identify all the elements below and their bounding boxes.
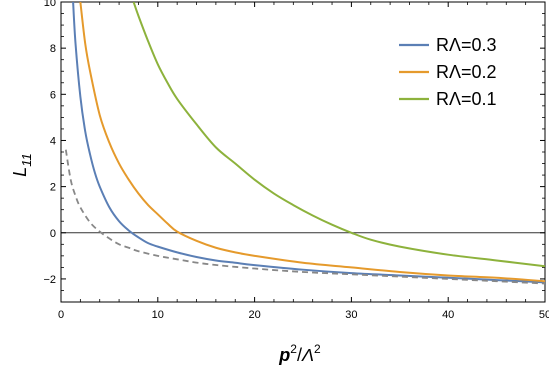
y-tick-label: −2	[43, 274, 56, 286]
x-axis-title-base: p	[278, 345, 290, 365]
x-tick-label: 50	[539, 309, 549, 321]
legend: RΛ=0.3 RΛ=0.2 RΛ=0.1	[399, 35, 497, 109]
series-line-0	[72, 2, 545, 284]
limit-curve-dashed	[64, 149, 545, 285]
x-tick-label: 20	[248, 309, 260, 321]
x-tick-label: 40	[442, 309, 454, 321]
y-axis-title-subscript: 11	[19, 153, 34, 167]
y-tick-label: 10	[44, 0, 56, 9]
series-line-2	[132, 2, 545, 268]
x-tick-label: 30	[345, 309, 357, 321]
x-tick-label: 10	[152, 309, 164, 321]
legend-label-1: RΛ=0.2	[436, 62, 497, 82]
legend-label-0: RΛ=0.3	[436, 35, 497, 55]
y-tick-label: 4	[50, 135, 56, 147]
legend-label-2: RΛ=0.1	[436, 89, 497, 109]
series-line-1	[79, 2, 545, 283]
x-axis-title-sup2: 2	[314, 342, 321, 356]
y-tick-label: 0	[50, 228, 56, 240]
x-axis-title-slash: /	[297, 345, 302, 365]
x-axis-title-mid: Λ	[301, 345, 314, 365]
series-layer	[64, 2, 545, 285]
y-axis-title-base: L	[10, 167, 30, 177]
x-axis-title: p2/Λ2	[278, 342, 321, 365]
x-tick-label: 0	[58, 309, 64, 321]
y-tick-label: 2	[50, 182, 56, 194]
y-tick-label: 6	[50, 89, 56, 101]
y-tick-label: 8	[50, 43, 56, 55]
x-axis-title-sup1: 2	[290, 342, 297, 356]
y-axis-title: L11	[10, 153, 34, 177]
